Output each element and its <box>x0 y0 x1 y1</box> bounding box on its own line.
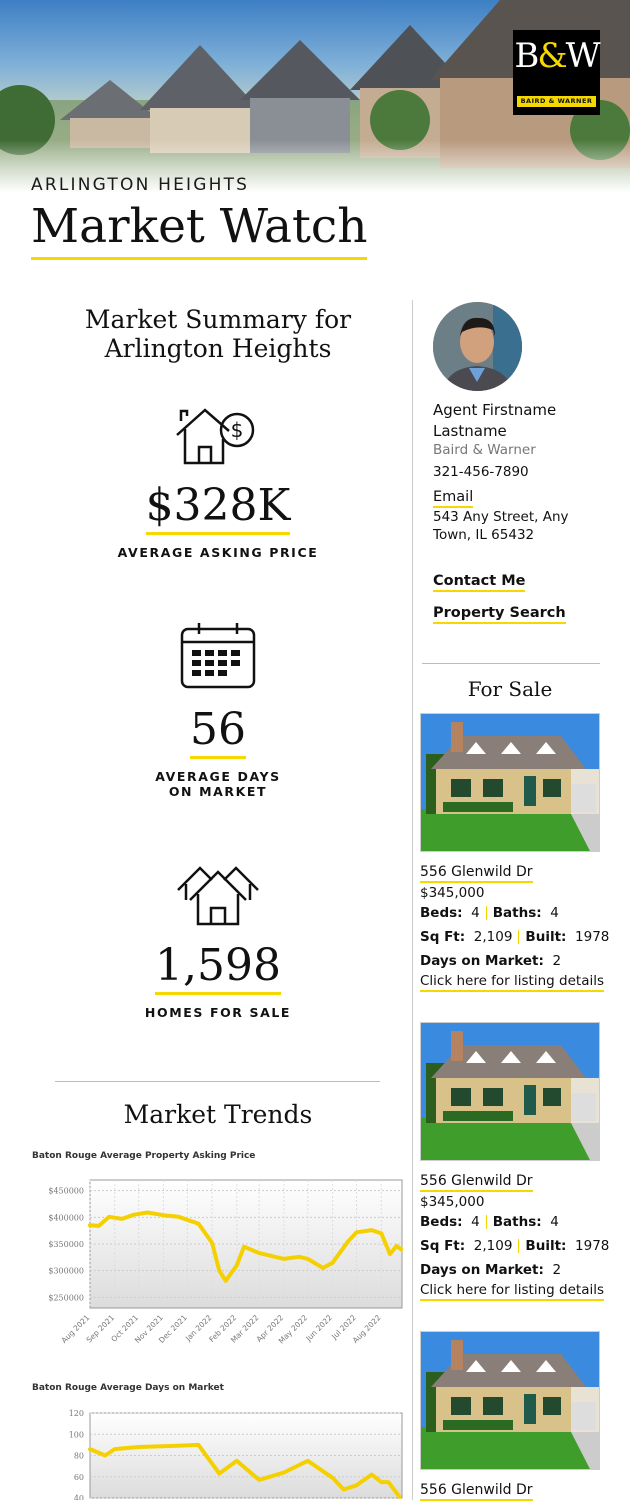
y-tick-label: $450000 <box>48 1187 84 1196</box>
baths-label: Baths: <box>493 1214 542 1230</box>
listing-address-link[interactable]: 556 Glenwild Dr <box>420 1173 533 1192</box>
stat-value: $328K <box>146 480 291 535</box>
y-tick-label: $350000 <box>48 1240 84 1249</box>
stat-label-line2: ON MARKET <box>20 784 416 799</box>
dom-label: Days on Market: <box>420 953 544 969</box>
y-tick-label: $300000 <box>48 1267 84 1276</box>
for-sale-heading: For Sale <box>420 677 600 701</box>
agent-name: Agent Firstname Lastname <box>433 400 556 442</box>
listing-photo[interactable] <box>420 1022 600 1161</box>
address-line2: Town, IL 65432 <box>433 526 569 544</box>
email-link[interactable]: Email <box>433 489 473 508</box>
listing-price: $345,000 <box>420 883 610 903</box>
dom-label: Days on Market: <box>420 1262 544 1278</box>
dom-value: 2 <box>552 1262 561 1278</box>
houses-icon <box>0 860 436 926</box>
listing-details-link[interactable]: Click here for listing details <box>420 973 604 992</box>
stat-label-line1: AVERAGE DAYS <box>20 769 416 784</box>
stat-label: AVERAGE ASKING PRICE <box>20 545 416 560</box>
separator <box>518 930 519 944</box>
y-tick-label: 100 <box>69 1430 84 1439</box>
city-label: ARLINGTON HEIGHTS <box>31 175 249 195</box>
days-on-market-chart: 120 100 80 60 40 <box>20 1403 412 1500</box>
separator <box>486 906 487 920</box>
sqft-value: 2,109 <box>474 929 513 945</box>
house-dollar-icon: $ <box>0 405 436 467</box>
agent-address: 543 Any Street, Any Town, IL 65432 <box>433 508 569 544</box>
section-divider <box>55 1081 380 1082</box>
agent-name-line1: Agent Firstname <box>433 400 556 421</box>
y-tick-label: 40 <box>74 1494 84 1500</box>
agent-name-line2: Lastname <box>433 421 556 442</box>
agent-avatar <box>433 302 522 391</box>
listing-address-link[interactable]: 556 Glenwild Dr <box>420 1482 533 1501</box>
summary-heading-line1: Market Summary for <box>20 305 416 334</box>
beds-value: 4 <box>471 905 480 921</box>
page-title: Market Watch <box>31 197 367 260</box>
agent-company: Baird & Warner <box>433 440 536 460</box>
baird-warner-logo[interactable]: B&W BAIRD & WARNER <box>513 30 600 115</box>
stat-value: 56 <box>190 704 246 759</box>
contact-me-link[interactable]: Contact Me <box>433 573 525 592</box>
right-divider <box>422 663 600 664</box>
listing-details-link[interactable]: Click here for listing details <box>420 1282 604 1301</box>
listing-price: $345,000 <box>420 1192 610 1212</box>
beds-label: Beds: <box>420 1214 463 1230</box>
dom-value: 2 <box>552 953 561 969</box>
built-label: Built: <box>525 929 566 945</box>
separator <box>518 1239 519 1253</box>
trends-heading: Market Trends <box>20 1100 416 1129</box>
listing-photo[interactable] <box>420 713 600 852</box>
listing-address-link[interactable]: 556 Glenwild Dr <box>420 864 533 883</box>
chart-title: Baton Rouge Average Property Asking Pric… <box>32 1151 255 1161</box>
stat-value: 1,598 <box>155 940 281 995</box>
y-tick-label: 120 <box>69 1409 84 1418</box>
sqft-label: Sq Ft: <box>420 1238 465 1254</box>
property-search-link[interactable]: Property Search <box>433 605 566 624</box>
calendar-icon <box>0 620 436 690</box>
built-value: 1978 <box>575 1238 609 1254</box>
listing-card: 556 Glenwild Dr <box>420 1331 610 1501</box>
stat-asking-price: $328K AVERAGE ASKING PRICE <box>20 480 416 560</box>
baths-label: Baths: <box>493 905 542 921</box>
baths-value: 4 <box>550 905 559 921</box>
beds-value: 4 <box>471 1214 480 1230</box>
summary-heading-line2: Arlington Heights <box>20 334 416 363</box>
separator <box>486 1215 487 1229</box>
address-line1: 543 Any Street, Any <box>433 508 569 526</box>
agent-phone[interactable]: 321-456-7890 <box>433 462 529 482</box>
listing-photo[interactable] <box>420 1331 600 1470</box>
stat-label: HOMES FOR SALE <box>20 1005 416 1020</box>
beds-label: Beds: <box>420 905 463 921</box>
baths-value: 4 <box>550 1214 559 1230</box>
stat-homes-for-sale: 1,598 HOMES FOR SALE <box>20 940 416 1020</box>
chart-title: Baton Rouge Average Days on Market <box>32 1383 224 1393</box>
summary-heading: Market Summary for Arlington Heights <box>20 305 416 363</box>
y-tick-label: 80 <box>74 1452 84 1461</box>
y-tick-label: $250000 <box>48 1293 84 1302</box>
built-value: 1978 <box>575 929 609 945</box>
y-tick-label: 60 <box>74 1473 84 1482</box>
sqft-label: Sq Ft: <box>420 929 465 945</box>
y-tick-label: $400000 <box>48 1213 84 1222</box>
built-label: Built: <box>525 1238 566 1254</box>
svg-text:$: $ <box>231 418 244 442</box>
x-tick-label: Jun 2022 <box>303 1313 334 1344</box>
logo-text: BAIRD & WARNER <box>517 96 596 107</box>
sqft-value: 2,109 <box>474 1238 513 1254</box>
